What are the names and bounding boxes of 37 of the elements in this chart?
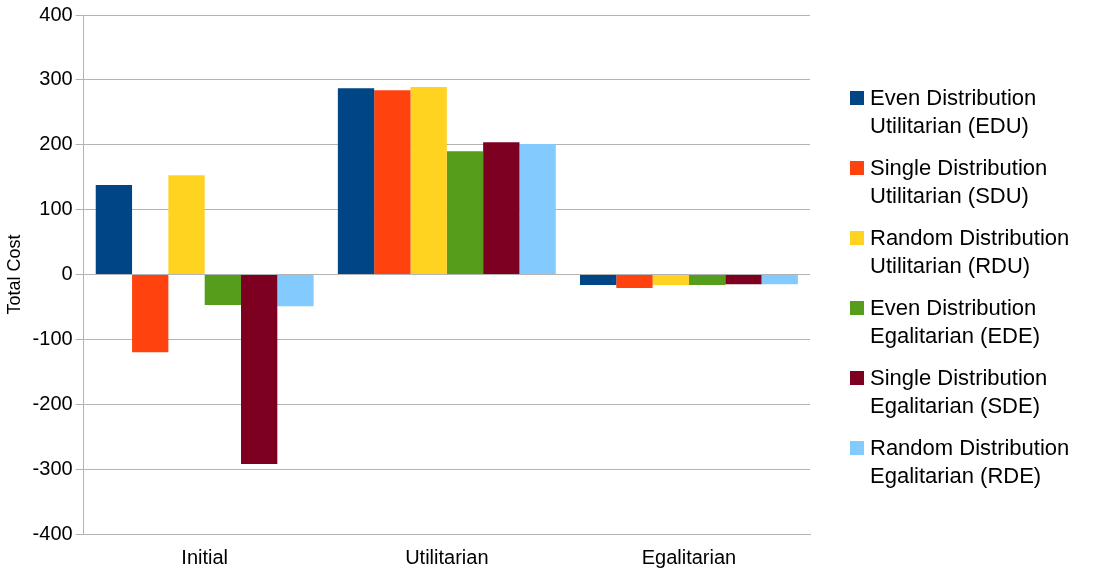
x-tick-label: Initial [181,545,229,568]
x-tick-label: Egalitarian [641,545,737,568]
y-tick-label: -200 [32,391,73,414]
bar [652,275,689,285]
legend-label: Single Distribution Egalitarian (SDE) [870,364,1049,420]
bar [519,144,556,274]
y-tick-label: 300 [39,67,73,90]
bar [95,184,133,274]
legend-label: Random Distribution Utilitarian (RDU) [870,224,1071,280]
y-tick-label: 400 [39,2,73,25]
bar [374,90,411,274]
bar [132,275,169,353]
x-tick-label: Utilitarian [405,545,489,568]
bar [616,275,653,289]
bar [688,275,726,285]
bar [725,275,762,285]
y-axis-title: Total Cost [3,234,24,315]
bar [277,275,314,307]
bar [483,142,520,274]
bar [761,275,798,285]
bar [337,88,375,274]
bar [446,151,484,274]
y-tick-label: 100 [39,197,73,220]
legend-label: Random Distribution Egalitarian (RDE) [870,434,1071,490]
bar [579,275,617,285]
legend-label: Single Distribution Utilitarian (SDU) [870,154,1049,210]
bar [204,275,242,305]
bar [241,275,278,464]
legend-label: Even Distribution Utilitarian (EDU) [870,84,1038,140]
y-tick-label: 0 [61,262,73,285]
legend-label: Even Distribution Egalitarian (EDE) [870,294,1041,350]
bar [410,87,447,274]
y-tick-label: -300 [32,456,73,479]
y-tick-label: -400 [32,521,73,544]
y-tick-label: 200 [39,132,73,155]
y-tick-label: -100 [32,326,73,349]
bar [168,175,205,274]
